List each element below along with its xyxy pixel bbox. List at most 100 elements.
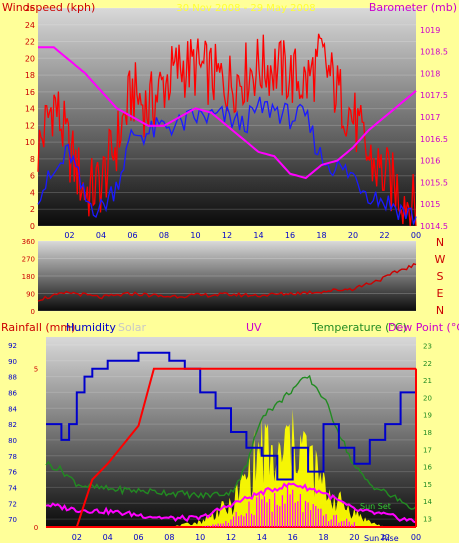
barometer-axis: 1014.5 1015 1015.5 1016 1016.5 1017 1017.5 1018… bbox=[420, 26, 448, 231]
windspeed-tick: 4 bbox=[30, 188, 35, 197]
rainfall-tick: 0 bbox=[34, 524, 38, 532]
temperature-legend: Temperature (°C) bbox=[311, 321, 407, 334]
windspeed-tick: 8 bbox=[30, 155, 35, 164]
humidity-tick: 70 bbox=[8, 516, 17, 524]
rainfall-line bbox=[46, 367, 416, 528]
barometer-tick: 1015.5 bbox=[420, 178, 448, 187]
rainfall-axis: 05 bbox=[34, 366, 38, 532]
rainfall-axis-label: Rainfall (mm) bbox=[1, 321, 75, 334]
temperature-tick: 20 bbox=[423, 394, 432, 402]
windspeed-tick: 18 bbox=[25, 71, 35, 80]
wind-time-tick: 00 bbox=[411, 231, 421, 240]
direction-tick: 360 bbox=[22, 238, 35, 246]
rain-time-tick: 08 bbox=[164, 533, 174, 542]
windspeed-tick: 26 bbox=[25, 4, 35, 13]
humidity-tick: 80 bbox=[8, 437, 17, 445]
compass-label: N bbox=[436, 236, 444, 249]
temperature-axis: 13 14 15 16 17 18 19 20 21 22 23 bbox=[423, 343, 432, 524]
direction-tick: 0 bbox=[31, 308, 35, 316]
rainfall-tick: 5 bbox=[34, 366, 38, 374]
rain-time-tick: 20 bbox=[349, 533, 359, 542]
windspeed-axis-label: Windspeed (kph) bbox=[2, 1, 95, 14]
rain-time-tick: 06 bbox=[133, 533, 143, 542]
barometer-tick: 1017.5 bbox=[420, 91, 448, 100]
humidity-tick: 88 bbox=[8, 374, 17, 382]
wind-time-axis: 02 04 06 08 10 12 14 16 18 20 22 00 bbox=[64, 231, 421, 240]
humidity-tick: 74 bbox=[8, 484, 17, 492]
wind-time-tick: 10 bbox=[190, 231, 200, 240]
wind-time-tick: 22 bbox=[379, 231, 389, 240]
temperature-tick: 17 bbox=[423, 446, 432, 454]
barometer-tick: 1018 bbox=[420, 69, 440, 78]
uv-legend: UV bbox=[246, 321, 262, 334]
wind-chart-title: 30 Nov 2008 - 29 May 2008 bbox=[176, 3, 315, 14]
rain-time-tick: 00 bbox=[411, 533, 421, 542]
wind-direction-line bbox=[37, 262, 417, 302]
humidity-tick: 92 bbox=[8, 342, 17, 350]
temperature-tick: 22 bbox=[423, 360, 432, 368]
windspeed-tick: 12 bbox=[25, 121, 35, 130]
windspeed-tick: 16 bbox=[25, 88, 35, 97]
direction-tick: 90 bbox=[26, 291, 35, 299]
windspeed-tick: 6 bbox=[30, 172, 35, 181]
solar-legend: Solar bbox=[118, 321, 147, 334]
barometer-tick: 1016.5 bbox=[420, 135, 448, 144]
windspeed-tick: 22 bbox=[25, 38, 35, 47]
direction-chart-series bbox=[37, 262, 417, 302]
rain-time-tick: 14 bbox=[257, 533, 267, 542]
wind-time-tick: 06 bbox=[127, 231, 137, 240]
humidity-tick: 76 bbox=[8, 469, 17, 477]
humidity-tick: 84 bbox=[8, 405, 17, 413]
wind-time-tick: 08 bbox=[159, 231, 169, 240]
rain-time-tick: 12 bbox=[226, 533, 236, 542]
rain-time-tick: 18 bbox=[318, 533, 328, 542]
windspeed-tick: 20 bbox=[25, 54, 35, 63]
rain-time-tick: 04 bbox=[103, 533, 113, 542]
barometer-tick: 1016 bbox=[420, 157, 440, 166]
temperature-tick: 18 bbox=[423, 429, 432, 437]
humidity-line bbox=[46, 351, 417, 481]
direction-tick: 180 bbox=[22, 273, 35, 281]
windspeed-tick: 0 bbox=[30, 222, 35, 231]
barometer-tick: 1015 bbox=[420, 200, 440, 209]
compass-label: N bbox=[436, 304, 444, 317]
wind-time-tick: 04 bbox=[96, 231, 106, 240]
wind-time-tick: 12 bbox=[222, 231, 232, 240]
compass-label: W bbox=[435, 253, 446, 266]
humidity-tick: 82 bbox=[8, 421, 17, 429]
temperature-tick: 23 bbox=[423, 343, 432, 351]
humidity-axis: 70 72 74 76 78 80 82 84 86 88 90 92 bbox=[8, 342, 17, 524]
humidity-tick: 86 bbox=[8, 389, 17, 397]
rain-time-axis: 02 04 06 08 10 12 14 16 18 20 22 00 bbox=[72, 533, 421, 542]
compass-label: S bbox=[437, 270, 444, 283]
barometer-tick: 1017 bbox=[420, 113, 440, 122]
wind-time-tick: 20 bbox=[348, 231, 358, 240]
temperature-tick: 19 bbox=[423, 412, 432, 420]
windspeed-tick: 10 bbox=[25, 138, 35, 147]
temperature-tick: 14 bbox=[423, 498, 432, 506]
humidity-tick: 78 bbox=[8, 453, 17, 461]
humidity-tick: 90 bbox=[8, 358, 17, 366]
temperature-tick: 13 bbox=[423, 515, 432, 523]
barometer-tick: 1019 bbox=[420, 26, 440, 35]
barometer-axis-label: Barometer (mb) bbox=[369, 1, 457, 14]
rain-time-tick: 02 bbox=[72, 533, 82, 542]
windspeed-tick: 24 bbox=[25, 21, 35, 30]
solar-area bbox=[46, 409, 416, 527]
wind-time-tick: 16 bbox=[285, 231, 295, 240]
dewpoint-line bbox=[45, 482, 417, 524]
barometer-tick: 1014.5 bbox=[420, 222, 448, 231]
direction-degree-axis: 0 90 180 270 360 bbox=[22, 238, 35, 316]
wind-time-tick: 14 bbox=[253, 231, 263, 240]
rain-chart-series bbox=[45, 351, 417, 528]
wind-chart-series bbox=[37, 33, 417, 227]
windspeed-tick: 14 bbox=[25, 105, 35, 114]
sunset-label: Sun Set bbox=[360, 502, 391, 511]
sunrise-label: Sun Rise bbox=[364, 534, 399, 543]
